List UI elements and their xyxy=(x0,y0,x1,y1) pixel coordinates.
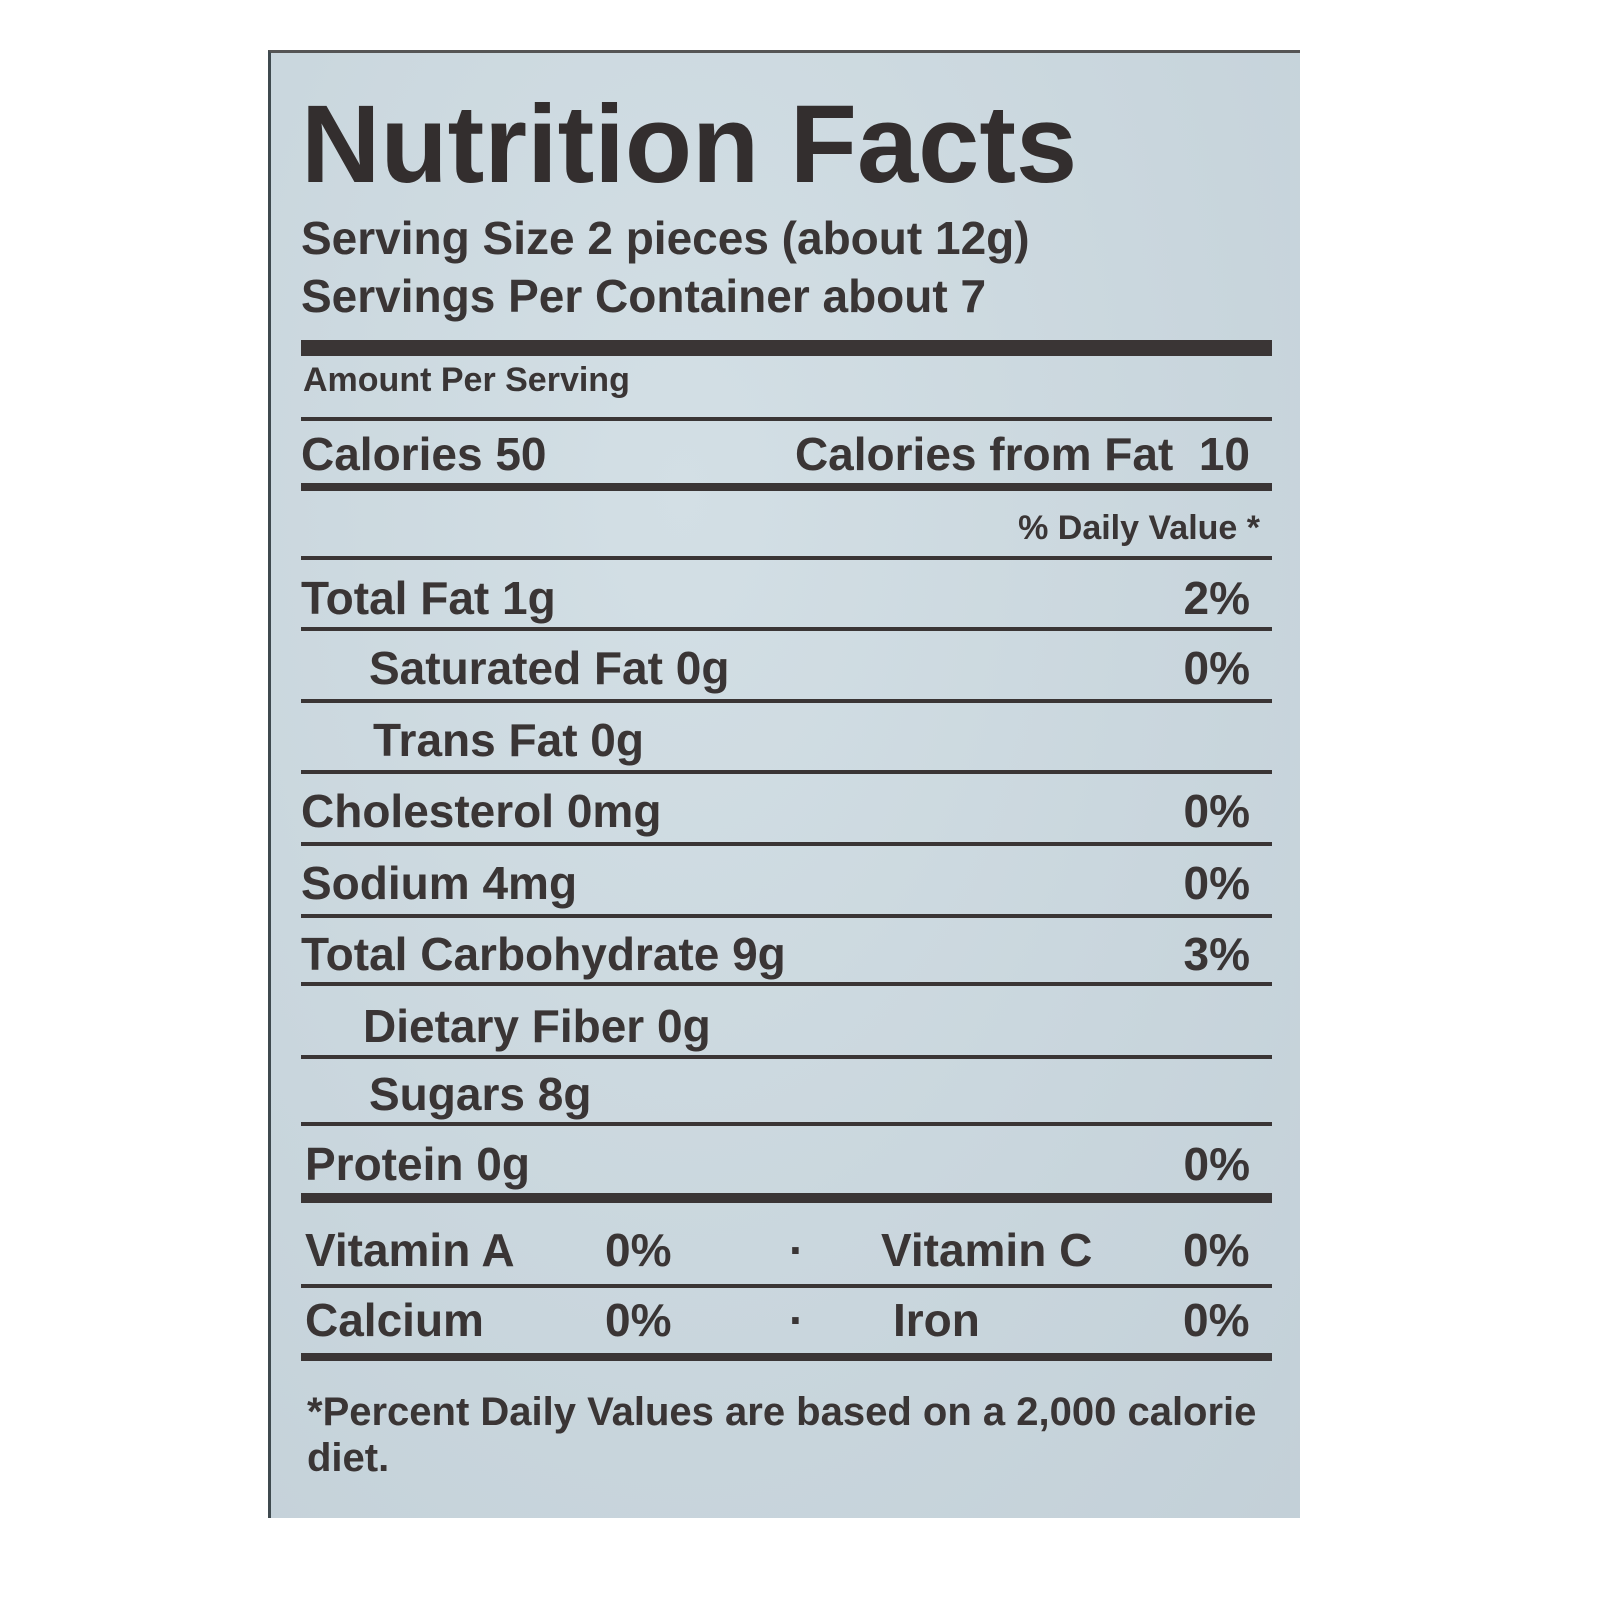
thick-divider xyxy=(301,1193,1272,1203)
divider xyxy=(301,842,1272,846)
divider xyxy=(301,1122,1272,1126)
divider xyxy=(301,556,1272,560)
divider xyxy=(301,417,1272,421)
nutrient-row-sugars: Sugars 8g xyxy=(369,1068,592,1120)
label-title: Nutrition Facts xyxy=(301,83,1078,206)
calories-from-fat: Calories from Fat 10 xyxy=(794,428,1250,480)
amount-per-serving: Amount Per Serving xyxy=(303,361,630,399)
thick-divider xyxy=(301,340,1272,356)
footnote: *Percent Daily Values are based on a 2,0… xyxy=(307,1390,1257,1480)
nutrient-row-dietary-fiber: Dietary Fiber 0g xyxy=(363,1000,711,1052)
medium-divider xyxy=(301,483,1272,491)
nutrient-row-saturated-fat: Saturated Fat 0g 0% xyxy=(369,642,1250,694)
nutrient-row-total-carbohydrate: Total Carbohydrate 9g 3% xyxy=(301,928,1250,980)
nutrient-row-total-fat: Total Fat 1g 2% xyxy=(301,572,1250,624)
divider xyxy=(301,770,1272,774)
nutrition-facts-label: Nutrition Facts Serving Size 2 pieces (a… xyxy=(268,50,1300,1518)
nutrient-row-sodium: Sodium 4mg 0% xyxy=(301,857,1250,909)
divider xyxy=(301,1055,1272,1059)
divider xyxy=(301,982,1272,986)
nutrient-row-trans-fat: Trans Fat 0g xyxy=(373,714,644,766)
medium-divider xyxy=(301,1353,1272,1361)
daily-value-header: % Daily Value * xyxy=(1018,509,1260,547)
nutrient-row-protein: Protein 0g 0% xyxy=(305,1138,1250,1190)
calories-row: Calories 50 Calories from Fat 10 xyxy=(301,427,1250,487)
calories: Calories 50 xyxy=(301,428,547,480)
divider xyxy=(301,1284,1272,1288)
serving-size: Serving Size 2 pieces (about 12g) xyxy=(301,212,1030,264)
daily-value-header-row: % Daily Value * xyxy=(301,509,1260,569)
servings-per-container: Servings Per Container about 7 xyxy=(301,270,987,322)
nutrient-row-cholesterol: Cholesterol 0mg 0% xyxy=(301,785,1250,837)
divider xyxy=(301,699,1272,703)
divider xyxy=(301,627,1272,631)
divider xyxy=(301,914,1272,918)
